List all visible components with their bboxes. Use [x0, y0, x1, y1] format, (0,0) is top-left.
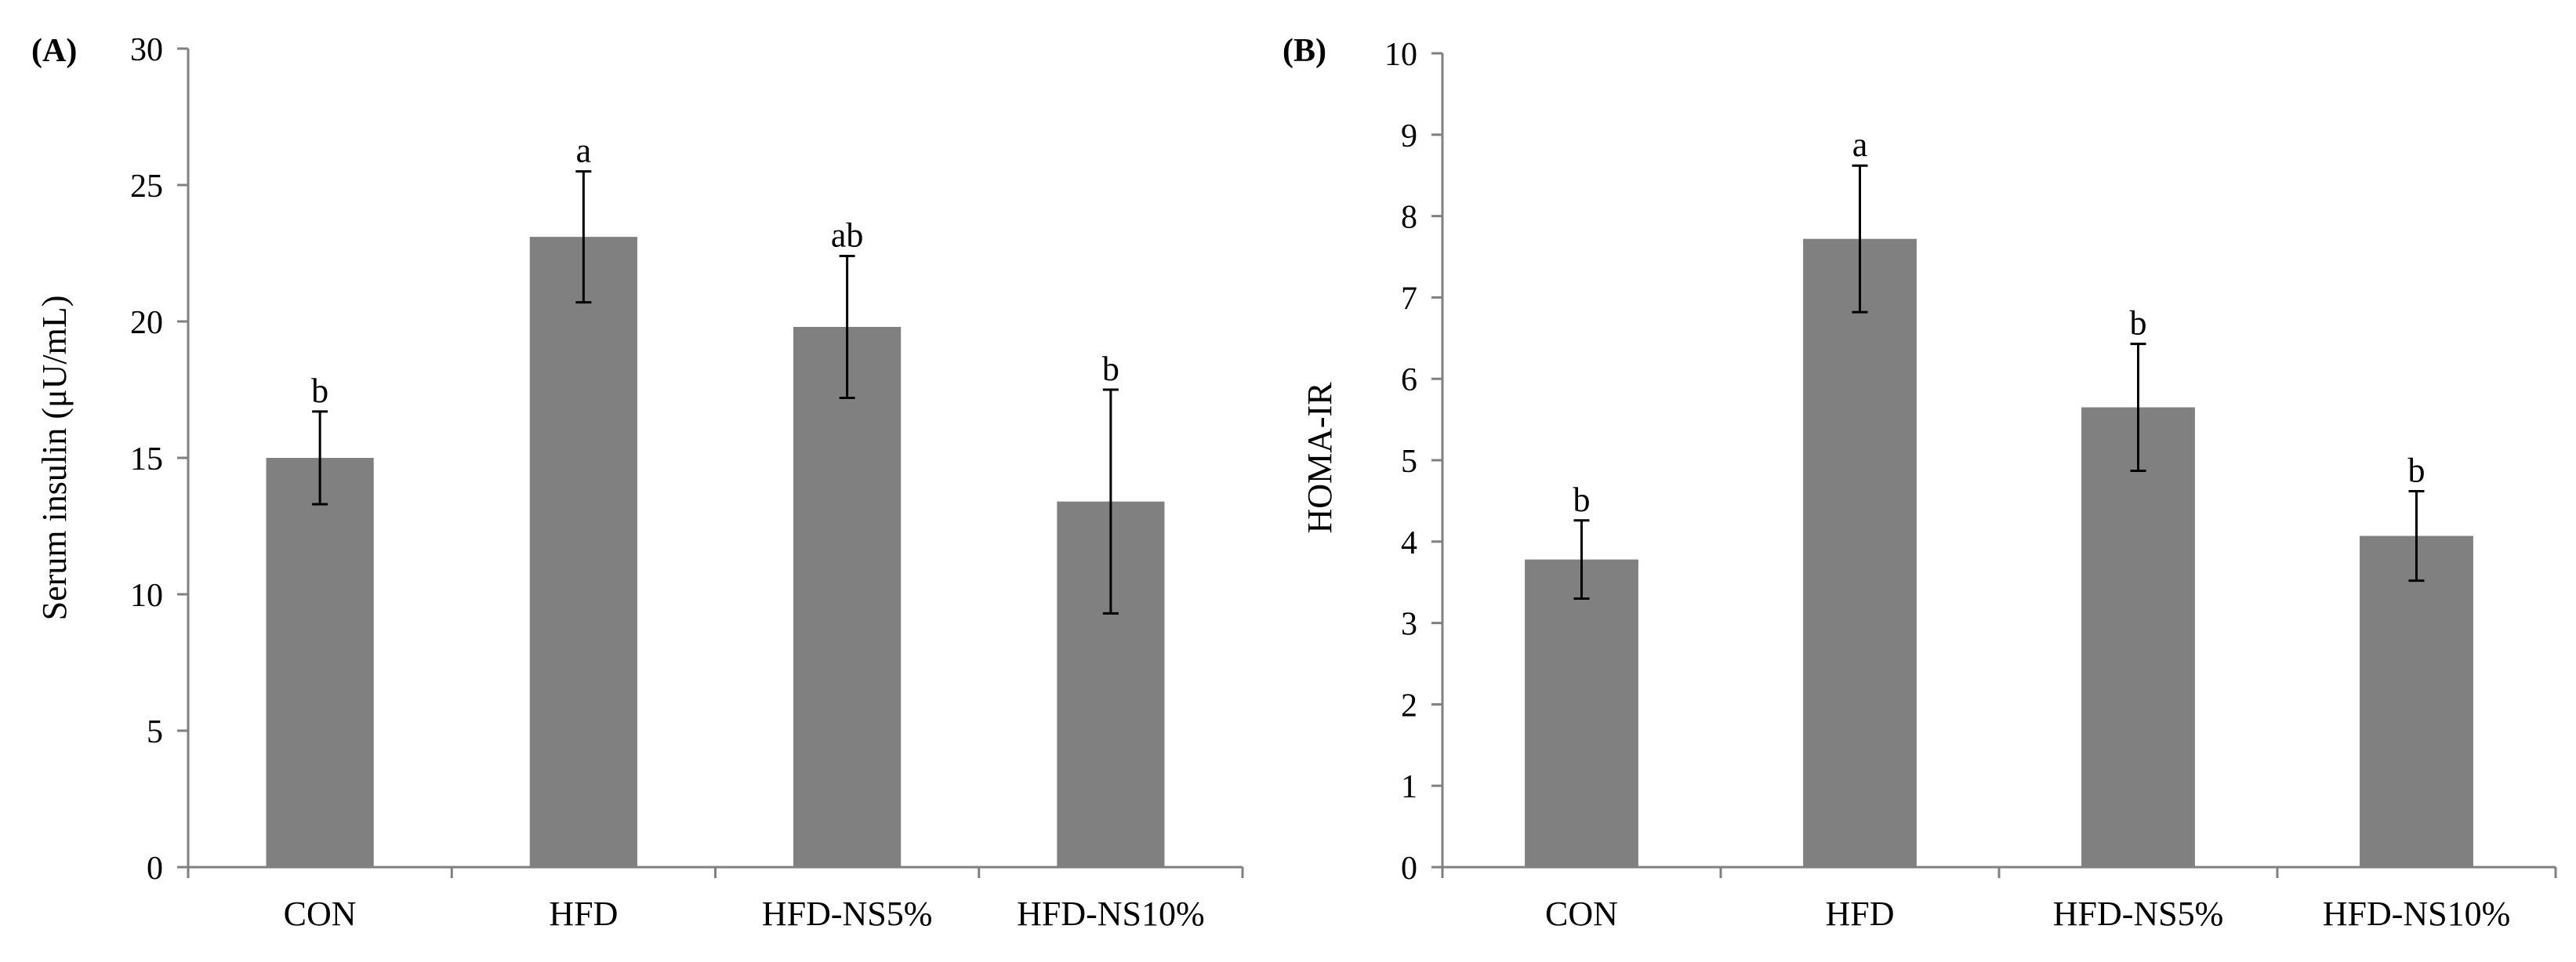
panel-b-y-axis-label: HOMA-IR [1301, 382, 1339, 534]
panel-b-category-label-0: CON [1545, 895, 1618, 933]
panel-a-y-axis-label: Serum insulin (μU/mL) [35, 296, 74, 621]
panel-a-category-label-0: CON [284, 895, 357, 933]
chart-panel-b: (B) HOMA-IR 0 1 2 3 4 5 6 7 8 9 10 b CON a HFD b HFD-NS5… [1283, 33, 2557, 933]
panel-a-label: (A) [31, 33, 77, 69]
panel-a-significance-letter-2: ab [831, 216, 864, 254]
panel-b-y-tick-label: 2 [1401, 688, 1417, 724]
panel-a-significance-letter-3: b [1102, 350, 1119, 388]
panel-a-y-tick-label: 20 [130, 305, 163, 341]
panel-b-category-label-1: HFD [1825, 895, 1894, 933]
panel-b-category-label-3: HFD-NS10% [2323, 895, 2511, 933]
panel-b-y-tick-label: 0 [1401, 851, 1417, 887]
panel-a-y-tick-label: 10 [130, 578, 163, 614]
panel-b-y-tick-label: 9 [1401, 118, 1417, 154]
panel-b-bar-3 [2360, 535, 2473, 867]
panel-b-y-tick-label: 4 [1401, 525, 1417, 561]
panel-b-y-tick-label: 1 [1401, 769, 1417, 805]
panel-b-y-tick-label: 10 [1384, 37, 1417, 73]
panel-b-y-tick-label: 6 [1401, 362, 1417, 398]
panel-a-y-tick-label: 30 [130, 32, 163, 68]
panel-b-significance-letter-0: b [1573, 481, 1591, 519]
panel-b-significance-letter-1: a [1852, 125, 1868, 164]
chart-panel-a: (A) Serum insulin (μU/mL) 0 5 10 15 20 25 30 b C… [31, 32, 1244, 933]
panel-b-y-tick-label: 8 [1401, 200, 1417, 236]
panel-a-category-label-1: HFD [549, 895, 618, 933]
panel-b-y-tick-label: 5 [1401, 444, 1417, 480]
panel-b-bar-1 [1803, 238, 1917, 867]
panel-a-bar-0 [266, 458, 374, 867]
panel-b-y-tick-label: 7 [1401, 281, 1417, 317]
panel-a-category-label-3: HFD-NS10% [1017, 895, 1205, 933]
panel-b-category-label-2: HFD-NS5% [2053, 895, 2224, 933]
panel-a-bar-2 [793, 326, 902, 868]
panel-b-significance-letter-2: b [2130, 304, 2147, 343]
panel-b-bar-2 [2081, 407, 2195, 867]
panel-a-significance-letter-1: a [576, 132, 592, 170]
panel-b-bar-0 [1525, 559, 1638, 867]
panel-a-y-tick-label: 0 [147, 851, 163, 887]
panel-a-bar-1 [529, 237, 637, 867]
panel-b-significance-letter-3: b [2408, 451, 2425, 489]
panel-a-category-label-2: HFD-NS5% [762, 895, 933, 933]
panel-a-y-tick-label: 25 [130, 169, 163, 205]
panel-b-y-tick-label: 3 [1401, 607, 1417, 643]
panel-a-y-tick-label: 5 [147, 714, 163, 750]
panel-a-y-tick-label: 15 [130, 441, 163, 477]
panel-a-significance-letter-0: b [311, 372, 328, 410]
panel-b-label: (B) [1283, 33, 1326, 69]
